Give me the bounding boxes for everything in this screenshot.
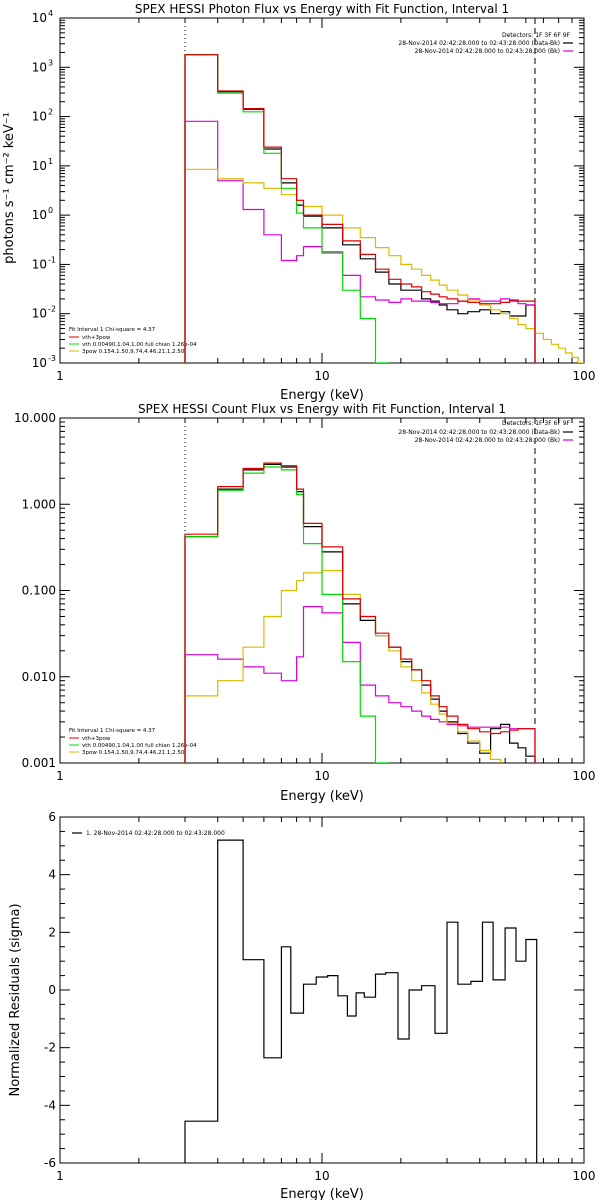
legend-fit-yellow: 3pow 0.154,1.50,9.74,4.46,21.1,2.50 (82, 349, 185, 355)
y-tick-label: -6 (44, 1156, 56, 1170)
legend-bk: 28-Nov-2014 02:42:28.000 to 02:43:28.000… (415, 48, 560, 55)
y-tick-label: 10 (32, 208, 47, 222)
residuals-xlabel: Energy (keV) (280, 1187, 364, 1200)
y-tick-label: 6 (48, 810, 56, 824)
legend-data-bk: 28-Nov-2014 02:42:28.000 to 02:43:28.000… (398, 40, 560, 47)
y-tick-label: -2 (44, 1041, 56, 1055)
count-flux-xlabel: Energy (keV) (280, 789, 364, 804)
photon-flux-panel: SPEX HESSI Photon Flux vs Energy with Fi… (2, 2, 595, 403)
legend-fit-green: vth 0.00490,1.04,1.00 full chian 1.26e-0… (82, 342, 197, 348)
y-tick-label: -4 (44, 1098, 56, 1112)
y-tick-exponent: 0 (48, 206, 53, 215)
photon-flux-ylabel: photons s⁻¹ cm⁻² keV⁻¹ (2, 112, 17, 264)
y-tick-label: 0 (48, 983, 56, 997)
series-vth-line (184, 54, 389, 363)
photon-flux-title: SPEX HESSI Photon Flux vs Energy with Fi… (135, 2, 509, 16)
series-red-line (184, 54, 536, 363)
plot-frame (59, 816, 585, 1164)
y-tick-label: 0.001 (22, 756, 56, 770)
y-tick-label: 0.100 (22, 584, 56, 598)
series-vth-3pow-line (184, 606, 536, 763)
legend-fit-head: Fit Interval 1 Chi-square = 4.37 (69, 728, 156, 734)
legend-bk: 28-Nov-2014 02:42:28.000 to 02:43:28.000… (415, 437, 560, 444)
count-flux-panel: SPEX HESSI Count Flux vs Energy with Fit… (14, 402, 595, 804)
series-3pow-line (184, 570, 502, 763)
x-tick-label: 1 (56, 369, 64, 383)
y-tick-label: 10 (32, 307, 47, 321)
y-tick-label: 10 (32, 60, 47, 74)
count-flux-title: SPEX HESSI Count Flux vs Energy with Fit… (138, 402, 506, 416)
series-red-line (184, 462, 536, 763)
y-tick-label: 10 (32, 11, 47, 25)
y-tick-exponent: -1 (48, 255, 56, 264)
residuals-ylabel: Normalized Residuals (sigma) (8, 903, 23, 1096)
y-tick-label: 10 (32, 110, 47, 124)
residuals-panel: Normalized Residuals (sigma) Energy (keV… (8, 810, 595, 1200)
x-tick-label: 10 (314, 1169, 329, 1183)
photon-flux-legend-top: Detectors: 1F 3F 6F 9F 28-Nov-2014 02:42… (398, 32, 573, 55)
x-tick-label: 10 (314, 369, 329, 383)
x-tick-label: 1 (56, 1169, 64, 1183)
series-vth-line (184, 466, 389, 763)
photon-flux-xlabel: Energy (keV) (280, 388, 364, 403)
legend-detectors: Detectors: 1F 3F 6F 9F (502, 32, 571, 39)
series-data-line (184, 54, 536, 363)
y-tick-label: 0.010 (22, 670, 56, 684)
count-flux-legend-top: Detectors: 1F 3F 6F 9F 28-Nov-2014 02:42… (398, 420, 573, 444)
series-residuals-line (184, 839, 538, 1163)
legend-fit-head: Fit Interval 1 Chi-square = 4.37 (69, 327, 156, 333)
y-tick-exponent: 3 (48, 58, 53, 67)
photon-flux-legend-fit: Fit Interval 1 Chi-square = 4.37 vth+3po… (69, 327, 197, 355)
y-tick-exponent: -2 (48, 305, 56, 314)
x-tick-label: 100 (573, 769, 596, 783)
y-tick-label: 4 (48, 868, 56, 882)
legend-fit-yellow: 3pow 0.154,1.50,9.74,4.46,21.1,2.50 (82, 750, 185, 756)
y-tick-label: 10 (32, 257, 47, 271)
y-tick-label: 10 (32, 159, 47, 173)
legend-resid-entry: 1. 28-Nov-2014 02:42:28.000 to 02:43:28.… (86, 830, 225, 837)
legend-detectors: Detectors: 1F 3F 6F 9F (502, 420, 571, 427)
legend-fit-green: vth 0.00490,1.04,1.00 full chian 1.26e-0… (82, 743, 197, 749)
y-tick-label: 2 (48, 925, 56, 939)
count-flux-legend-fit: Fit Interval 1 Chi-square = 4.37 vth+3po… (69, 728, 197, 756)
series-data-line (184, 463, 536, 763)
residuals-legend: 1. 28-Nov-2014 02:42:28.000 to 02:43:28.… (72, 830, 225, 837)
y-tick-exponent: 2 (48, 108, 53, 117)
y-tick-exponent: -3 (48, 354, 56, 363)
y-tick-label: 10 (32, 356, 47, 370)
x-tick-label: 10 (314, 769, 329, 783)
y-tick-exponent: 1 (48, 157, 53, 166)
legend-fit-red: vth+3pow (82, 736, 111, 742)
x-tick-label: 100 (573, 369, 596, 383)
legend-data-bk: 28-Nov-2014 02:42:28.000 to 02:43:28.000… (398, 429, 560, 436)
y-tick-exponent: 4 (48, 9, 53, 18)
x-tick-label: 100 (573, 1169, 596, 1183)
y-tick-label: 1.000 (22, 497, 56, 511)
legend-fit-red: vth+3pow (82, 335, 111, 341)
y-tick-label: 10.000 (14, 411, 56, 425)
x-tick-label: 1 (56, 769, 64, 783)
